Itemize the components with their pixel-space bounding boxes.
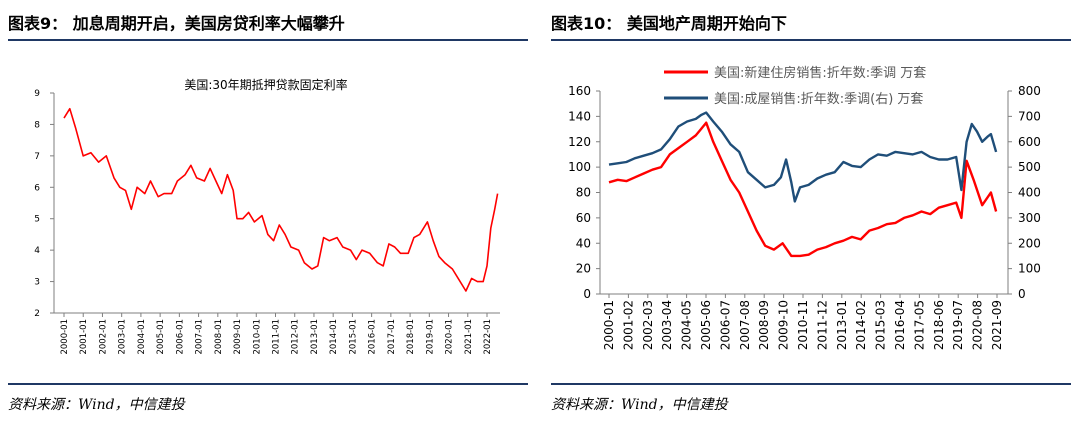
right-ytick-right-label: 300 <box>1018 211 1041 225</box>
right-ytick-right-label: 800 <box>1018 84 1041 98</box>
left-ytick-label: 8 <box>34 120 40 130</box>
left-ytick-label: 7 <box>34 152 40 162</box>
right-ytick-left-label: 160 <box>568 84 591 98</box>
left-xtick-label: 2013-01 <box>310 319 320 355</box>
right-ytick-right-label: 400 <box>1018 186 1041 200</box>
left-panel-title: 图表9： 加息周期开启，美国房贷利率大幅攀升 <box>8 14 345 33</box>
legend-label-existing-home-sales: 美国:成屋销售:折年数:季调(右) 万套 <box>714 91 923 107</box>
left-xtick-label: 2011-01 <box>272 319 282 355</box>
right-xtick-label: 2010-11 <box>796 300 810 350</box>
left-ytick-label: 4 <box>34 246 40 256</box>
right-xtick-label: 2005-06 <box>699 300 713 350</box>
right-xtick-label: 2001-02 <box>621 300 635 350</box>
right-ytick-right-label: 0 <box>1018 287 1026 301</box>
right-chart: 美国:新建住房销售:折年数:季调 万套 美国:成屋销售:折年数:季调(右) 万套… <box>568 65 1041 350</box>
left-xtick-label: 2002-01 <box>98 319 108 355</box>
right-ytick-left-label: 20 <box>576 262 591 276</box>
left-xtick-label: 2022-01 <box>483 319 493 355</box>
left-xtick-label: 2020-01 <box>445 319 455 355</box>
right-xtick-label: 2008-09 <box>757 300 771 350</box>
right-ytick-right-label: 500 <box>1018 160 1041 174</box>
right-xtick-label: 2017-05 <box>912 300 926 350</box>
right-panel-title: 图表10： 美国地产周期开始向下 <box>551 14 787 33</box>
left-xtick-label: 2021-01 <box>464 319 474 355</box>
right-xtick-label: 2003-04 <box>660 300 674 350</box>
left-xtick-label: 2014-01 <box>329 319 339 355</box>
left-xtick-label: 2015-01 <box>348 319 358 355</box>
right-ytick-right-label: 100 <box>1018 262 1041 276</box>
new-home-sales-line <box>608 121 998 258</box>
left-title-rule <box>8 39 528 41</box>
right-title-rule <box>551 39 1071 41</box>
left-ytick-label: 9 <box>34 89 40 99</box>
right-xtick-label: 2000-01 <box>602 300 616 350</box>
right-xtick-label: 2013-01 <box>835 300 849 350</box>
right-xtick-label: 2011-12 <box>815 300 829 350</box>
left-ytick-label: 3 <box>34 278 40 288</box>
left-ytick-label: 5 <box>34 215 40 225</box>
left-xtick-label: 2006-01 <box>175 319 185 355</box>
left-xtick-label: 2017-01 <box>387 319 397 355</box>
left-xtick-label: 2004-01 <box>137 319 147 355</box>
left-xtick-label: 2008-01 <box>214 319 224 355</box>
left-source-rule <box>8 383 528 385</box>
legend-label-new-home-sales: 美国:新建住房销售:折年数:季调 万套 <box>714 65 926 81</box>
right-xtick-label: 2014-02 <box>854 300 868 350</box>
left-xtick-label: 2009-01 <box>233 319 243 355</box>
right-ytick-left-label: 100 <box>568 160 591 174</box>
right-xtick-label: 2004-05 <box>680 300 694 350</box>
right-xtick-label: 2016-04 <box>893 300 907 350</box>
left-xtick-label: 2012-01 <box>291 319 301 355</box>
right-ytick-left-label: 140 <box>568 109 591 123</box>
right-xtick-label: 2018-06 <box>932 300 946 350</box>
left-chart-title: 美国:30年期抵押贷款固定利率 <box>184 77 347 92</box>
left-series-line <box>63 107 499 292</box>
existing-home-sales-line <box>608 111 998 203</box>
left-xtick-label: 2005-01 <box>156 319 166 355</box>
left-source-note: 资料来源：Wind，中信建投 <box>8 397 185 413</box>
right-xtick-label: 2021-09 <box>990 300 1004 350</box>
left-xtick-label: 2000-01 <box>60 319 70 355</box>
right-xtick-label: 2009-10 <box>777 300 791 350</box>
left-ytick-label: 2 <box>34 309 40 319</box>
right-ytick-left-label: 80 <box>576 186 591 200</box>
right-ytick-left-label: 60 <box>576 211 591 225</box>
right-xtick-label: 2015-03 <box>874 300 888 350</box>
left-xtick-label: 2007-01 <box>195 319 205 355</box>
left-xtick-label: 2018-01 <box>406 319 416 355</box>
right-xtick-label: 2006-07 <box>718 300 732 350</box>
right-source-rule <box>551 383 1071 385</box>
right-ytick-left-label: 0 <box>583 287 591 301</box>
left-xtick-label: 2019-01 <box>425 319 435 355</box>
left-xtick-label: 2001-01 <box>79 319 89 355</box>
left-chart: 美国:30年期抵押贷款固定利率 2 3 4 5 6 7 8 9 2000-01 2001-01 2… <box>34 77 500 355</box>
right-source-note: 资料来源：Wind，中信建投 <box>551 397 728 413</box>
right-xtick-label: 2007-08 <box>738 300 752 350</box>
left-xtick-label: 2016-01 <box>368 319 378 355</box>
right-ytick-left-label: 40 <box>576 236 591 250</box>
left-ytick-label: 6 <box>34 183 40 193</box>
right-ytick-right-label: 700 <box>1018 109 1041 123</box>
right-xtick-label: 2002-03 <box>641 300 655 350</box>
right-ytick-right-label: 200 <box>1018 236 1041 250</box>
left-xtick-label: 2003-01 <box>118 319 128 355</box>
right-ytick-left-label: 120 <box>568 135 591 149</box>
right-xtick-label: 2020-08 <box>971 300 985 350</box>
right-xtick-label: 2019-07 <box>951 300 965 350</box>
right-ytick-right-label: 600 <box>1018 135 1041 149</box>
left-xtick-label: 2010-01 <box>252 319 262 355</box>
